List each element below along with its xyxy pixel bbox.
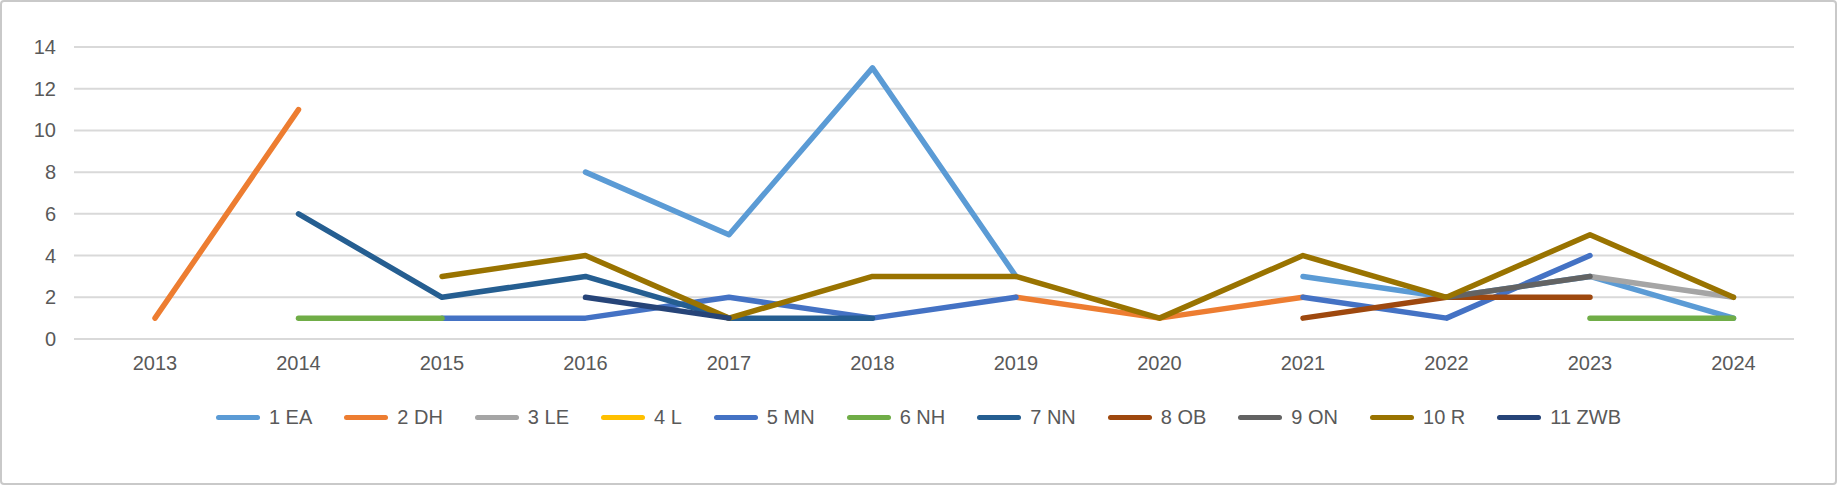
x-axis-tick-label: 2020 <box>1137 352 1182 374</box>
legend-swatch-icon <box>344 415 388 420</box>
legend-swatch-icon <box>1238 415 1282 420</box>
x-axis-tick-label: 2014 <box>276 352 321 374</box>
series-line <box>1303 297 1590 318</box>
legend-item: 10 R <box>1370 406 1465 429</box>
legend-item-label: 2 DH <box>397 406 443 429</box>
legend-swatch-icon <box>847 415 891 420</box>
y-axis-tick-label: 2 <box>45 286 56 308</box>
legend-swatch-icon <box>977 415 1021 420</box>
legend-item: 8 OB <box>1108 406 1207 429</box>
x-axis-tick-label: 2023 <box>1568 352 1613 374</box>
x-axis-tick-label: 2017 <box>707 352 752 374</box>
y-axis-tick-label: 8 <box>45 161 56 183</box>
legend-item-label: 7 NN <box>1030 406 1076 429</box>
series-line <box>442 297 1016 318</box>
legend-swatch-icon <box>216 415 260 420</box>
legend-item-label: 8 OB <box>1161 406 1207 429</box>
x-axis-tick-label: 2019 <box>994 352 1039 374</box>
chart-legend: 1 EA 2 DH 3 LE 4 L 5 MN 6 NH 7 NN 8 OB 9 ON 10 R 1… <box>2 406 1835 429</box>
y-axis-tick-label: 12 <box>34 78 56 100</box>
chart-frame: 0 2 4 6 8 10 12 14 2013 2014 2015 2016 2017 2018 2019 2… <box>0 0 1837 485</box>
legend-item: 4 L <box>601 406 682 429</box>
legend-swatch-icon <box>601 415 645 420</box>
y-axis-tick-label: 0 <box>45 328 56 350</box>
legend-item-label: 6 NH <box>900 406 946 429</box>
x-axis-tick-label: 2018 <box>850 352 895 374</box>
legend-swatch-icon <box>1497 415 1541 420</box>
y-axis-tick-label: 4 <box>45 245 56 267</box>
legend-swatch-icon <box>1108 415 1152 420</box>
y-axis-tick-label: 14 <box>34 36 56 58</box>
legend-item: 3 LE <box>475 406 569 429</box>
legend-item: 5 MN <box>714 406 815 429</box>
y-axis-tick-label: 10 <box>34 119 56 141</box>
legend-swatch-icon <box>475 415 519 420</box>
legend-item: 11 ZWB <box>1497 406 1621 429</box>
series-line <box>1016 297 1303 318</box>
legend-item-label: 11 ZWB <box>1550 406 1621 429</box>
legend-item-label: 5 MN <box>767 406 815 429</box>
legend-swatch-icon <box>1370 415 1414 420</box>
x-axis-tick-label: 2024 <box>1711 352 1756 374</box>
x-axis-tick-label: 2022 <box>1424 352 1469 374</box>
legend-item-label: 1 EA <box>269 406 312 429</box>
series-line <box>1303 256 1590 319</box>
legend-item-label: 10 R <box>1423 406 1465 429</box>
legend-item: 2 DH <box>344 406 443 429</box>
legend-item-label: 4 L <box>654 406 682 429</box>
legend-item: 9 ON <box>1238 406 1338 429</box>
legend-item: 6 NH <box>847 406 946 429</box>
legend-item-label: 9 ON <box>1291 406 1338 429</box>
legend-swatch-icon <box>714 415 758 420</box>
legend-item: 1 EA <box>216 406 312 429</box>
legend-item: 7 NN <box>977 406 1076 429</box>
x-axis-tick-label: 2021 <box>1281 352 1326 374</box>
x-axis-tick-label: 2016 <box>563 352 608 374</box>
y-axis-tick-label: 6 <box>45 203 56 225</box>
legend-item-label: 3 LE <box>528 406 569 429</box>
x-axis-tick-label: 2015 <box>420 352 465 374</box>
x-axis-tick-label: 2013 <box>133 352 178 374</box>
